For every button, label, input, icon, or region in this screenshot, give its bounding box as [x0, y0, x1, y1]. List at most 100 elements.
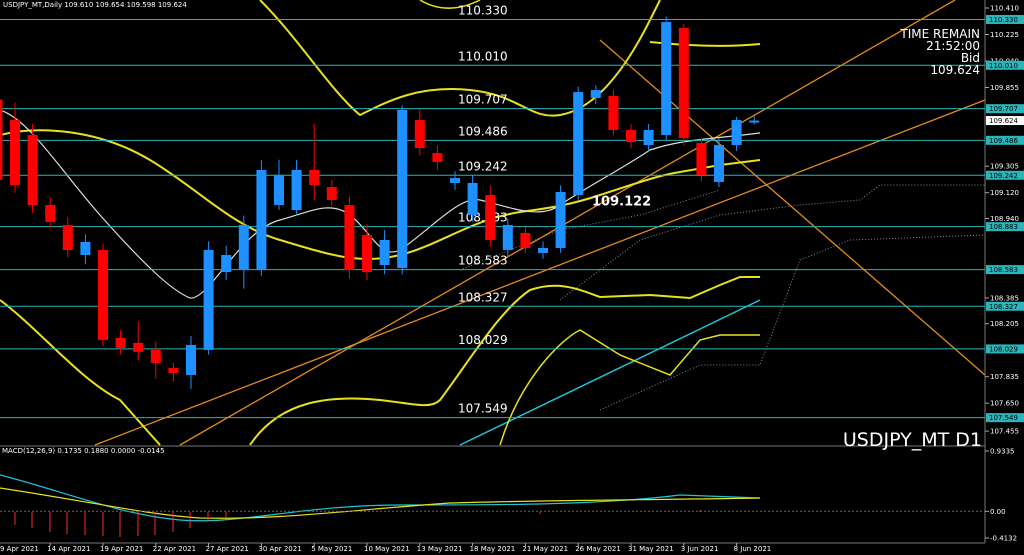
level-label: 110.010 — [458, 49, 508, 63]
info-text: Bid — [961, 51, 980, 65]
level-label: 108.883 — [458, 211, 508, 225]
x-tick-label: 5 May 2021 — [311, 545, 352, 553]
x-tick-label: 27 Apr 2021 — [206, 545, 249, 553]
level-label: 107.549 — [458, 402, 508, 416]
y-tick-label: 107.835 — [990, 373, 1019, 381]
x-tick-label: 13 May 2021 — [417, 545, 463, 553]
level-tag-label: 108.029 — [989, 345, 1018, 353]
candle-body — [133, 342, 144, 352]
symbol-label: USDJPY_MT D1 — [843, 429, 982, 451]
y-tick-label: 109.120 — [990, 189, 1019, 197]
info-text: TIME REMAIN — [899, 27, 980, 41]
y-tick-label: 108.205 — [990, 320, 1019, 328]
macd-histogram — [14, 510, 701, 537]
y-tick-label: 110.410 — [990, 5, 1019, 13]
macd-label: MACD(12,26,9) 0.1735 0.1880 0.0000 -0.01… — [2, 447, 165, 455]
candle-body — [714, 145, 724, 182]
candle-body — [555, 192, 566, 248]
candle-body — [62, 224, 73, 250]
x-tick-label: 9 Apr 2021 — [0, 545, 39, 553]
candle-body — [45, 205, 56, 222]
level-label: 109.486 — [458, 124, 508, 138]
candle-body — [502, 224, 513, 250]
bollinger-middle — [0, 129, 761, 260]
level-tag — [986, 135, 1024, 145]
candle-body — [221, 255, 232, 273]
y-tick-label: 108.940 — [990, 215, 1019, 223]
candle-body — [678, 28, 689, 139]
candle-body — [661, 22, 672, 136]
trend-line — [94, 99, 986, 446]
ichimoku-cloud — [459, 184, 986, 411]
level-tag — [986, 60, 1024, 70]
x-tick-label: 22 Apr 2021 — [153, 545, 196, 553]
candle-body — [186, 344, 196, 375]
bid-tag — [986, 116, 1024, 126]
signal-line — [0, 487, 761, 519]
candle-body — [573, 92, 584, 196]
candle-body — [696, 143, 707, 175]
y-tick-label: 107.455 — [990, 428, 1019, 436]
candle-body — [326, 186, 337, 201]
candle-body — [362, 234, 372, 273]
y-tick-label: 110.225 — [990, 31, 1019, 39]
level-label: 109.707 — [458, 93, 508, 107]
candle-body — [238, 224, 249, 271]
candle-body — [643, 130, 654, 146]
x-tick-label: 3 Jun 2021 — [681, 545, 719, 553]
x-tick-label: 18 May 2021 — [470, 545, 516, 553]
x-tick-label: 30 Apr 2021 — [258, 545, 301, 553]
candle-body — [432, 153, 443, 162]
level-tag — [986, 265, 1024, 275]
candle-body — [590, 90, 601, 98]
level-tag-label: 109.242 — [989, 172, 1018, 180]
candle-body — [538, 247, 548, 253]
level-tag — [986, 301, 1024, 311]
level-tag-label: 109.707 — [989, 105, 1018, 113]
level-label: 108.583 — [458, 254, 508, 268]
level-tag-label: 108.583 — [989, 266, 1018, 274]
macd-tick-label: -0.4132 — [990, 535, 1017, 543]
x-tick-label: 26 May 2021 — [575, 545, 621, 553]
y-tick-label: 108.385 — [990, 294, 1019, 302]
info-bid: 109.624 — [930, 63, 980, 77]
candle-body — [344, 205, 355, 271]
level-tag-label: 109.486 — [989, 137, 1018, 145]
candle-body — [485, 195, 496, 240]
level-tag — [986, 413, 1024, 423]
x-tick-label: 21 May 2021 — [522, 545, 568, 553]
candle-body — [256, 169, 267, 271]
bollinger-lower — [0, 276, 760, 446]
envelope — [419, 0, 760, 446]
candle-body — [520, 232, 531, 248]
candle-body — [150, 349, 161, 363]
level-tag-label: 108.883 — [989, 223, 1018, 231]
x-tick-label: 19 Apr 2021 — [100, 545, 143, 553]
bid-tag-label: 109.624 — [989, 117, 1018, 125]
candle-body — [414, 119, 425, 149]
x-tick-label: 14 Apr 2021 — [47, 545, 90, 553]
candle-body — [98, 249, 108, 340]
trend-line — [179, 0, 956, 446]
macd-tick-label: 0.00 — [990, 508, 1006, 516]
level-label: 108.029 — [458, 333, 508, 347]
level-tag — [986, 14, 1024, 24]
candle-body — [397, 109, 408, 269]
level-label: 108.327 — [458, 290, 508, 304]
x-tick-label: 31 May 2021 — [628, 545, 674, 553]
x-tick-label: 10 May 2021 — [364, 545, 410, 553]
candle-body — [731, 119, 742, 146]
candle-body — [80, 241, 91, 256]
annotation: 109.122 — [592, 194, 651, 209]
macd-tick-label: 0.9335 — [990, 448, 1015, 456]
candle-body — [467, 182, 478, 215]
level-tag — [986, 170, 1024, 180]
candle-body — [274, 174, 284, 206]
candle-body — [203, 249, 214, 350]
level-label: 110.330 — [458, 3, 508, 17]
y-tick-label: 109.855 — [990, 84, 1019, 92]
level-tag-label: 110.330 — [989, 16, 1018, 24]
level-label: 109.242 — [458, 159, 508, 173]
